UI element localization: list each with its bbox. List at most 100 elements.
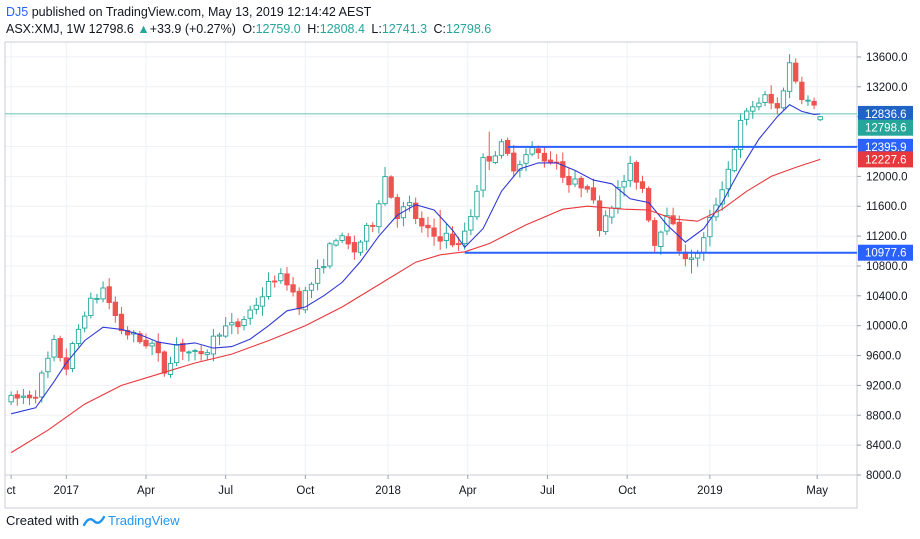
candle-down: [547, 159, 554, 164]
created-with-text: Created with: [6, 513, 79, 528]
price-tag-label: 10977.6: [865, 248, 907, 260]
candle-up: [363, 225, 370, 242]
candle-up: [658, 231, 664, 247]
price-tag: [858, 151, 913, 168]
candle-up: [750, 106, 756, 112]
candle-down: [437, 236, 443, 242]
moving-average-fast: [10, 104, 821, 415]
candle-up: [805, 99, 811, 102]
candle-up: [51, 339, 57, 358]
price-change: +33.9 (+0.27%): [149, 22, 236, 36]
x-axis-label: 2017: [53, 485, 79, 497]
candle-down: [106, 286, 112, 304]
candle-down: [793, 62, 799, 82]
candle-up: [278, 273, 284, 282]
candle-down: [449, 233, 456, 246]
x-axis-label: Apr: [459, 485, 477, 497]
candle-down: [799, 81, 805, 101]
candle-up: [247, 309, 253, 319]
candle-up: [216, 334, 223, 337]
candle-up: [615, 187, 621, 209]
candle-down: [284, 273, 290, 286]
candle-up: [339, 235, 345, 241]
candle-up: [314, 268, 321, 284]
candle-down: [124, 329, 131, 336]
candle-down: [118, 313, 125, 332]
candle-down: [26, 394, 33, 399]
y-axis-label: 9200.0: [866, 380, 901, 392]
candle-up: [308, 283, 315, 291]
y-axis-label: 11600.0: [866, 201, 907, 213]
candle-up: [688, 257, 695, 260]
candle-down: [633, 162, 639, 183]
candle-down: [345, 236, 351, 245]
tradingview-brand[interactable]: TradingView: [107, 513, 180, 528]
candle-down: [486, 156, 492, 162]
candle-down: [143, 339, 149, 347]
x-axis-label: Apr: [137, 485, 155, 497]
candle-up: [376, 203, 382, 228]
candle-down: [198, 350, 204, 355]
candle-up: [707, 216, 713, 238]
candle-up: [8, 394, 14, 403]
candle-down: [235, 321, 241, 328]
y-axis-label: 8800.0: [866, 410, 901, 422]
plot-frame: [4, 41, 858, 509]
symbol-label: ASX:XMJ, 1W: [6, 22, 86, 36]
price-tag: [858, 105, 913, 122]
high-value: 12808.4: [319, 22, 365, 36]
moving-average-slow: [10, 158, 821, 454]
candle-up: [149, 342, 155, 347]
candle-up: [627, 162, 633, 182]
candle-up: [523, 154, 529, 164]
candle-down: [112, 301, 118, 316]
price-tag: [858, 244, 913, 261]
y-axis-label: 8000.0: [866, 470, 901, 482]
candle-up: [223, 325, 229, 337]
candle-up: [492, 155, 499, 163]
publisher-name[interactable]: DJ5: [6, 5, 29, 19]
candle-down: [639, 181, 646, 189]
candle-up: [664, 214, 670, 232]
publish-info: DJ5 published on TradingView.com, May 13…: [6, 5, 371, 19]
candle-up: [100, 287, 106, 300]
candle-down: [590, 187, 597, 201]
candle-up: [45, 357, 51, 373]
candle-up: [737, 119, 744, 150]
candle-down: [425, 224, 431, 229]
candle-down: [535, 148, 541, 154]
candle-down: [370, 224, 376, 227]
candle-down: [413, 202, 419, 220]
close-value: 12798.6: [446, 22, 492, 36]
candle-up: [474, 190, 480, 218]
candle-down: [14, 394, 20, 399]
x-axis-label: 2018: [375, 485, 401, 497]
candle-up: [192, 350, 198, 352]
candle-down: [541, 152, 548, 162]
candle-down: [57, 338, 63, 359]
y-axis-label: 8400.0: [866, 440, 901, 452]
candle-up: [609, 207, 615, 218]
low-value: 12741.3: [381, 22, 428, 36]
x-axis-label: Jul: [218, 485, 233, 497]
candle-up: [327, 243, 333, 267]
candle-down: [774, 103, 780, 109]
candle-up: [167, 362, 174, 375]
candle-up: [780, 90, 787, 109]
candle-down: [155, 341, 161, 354]
candle-up: [229, 322, 235, 326]
candle-down: [560, 161, 566, 178]
low-label: L:: [371, 22, 382, 36]
candle-down: [584, 186, 590, 190]
candle-up: [572, 178, 578, 185]
candle-up: [88, 297, 94, 317]
last-price: 12798.6: [88, 22, 134, 36]
candle-up: [468, 215, 474, 231]
x-axis-label: Oct: [618, 485, 637, 497]
x-axis-label: May: [806, 485, 828, 497]
candle-up: [75, 328, 82, 344]
candle-up: [173, 344, 180, 364]
candle-down: [652, 220, 658, 246]
price-tag: [858, 119, 913, 136]
